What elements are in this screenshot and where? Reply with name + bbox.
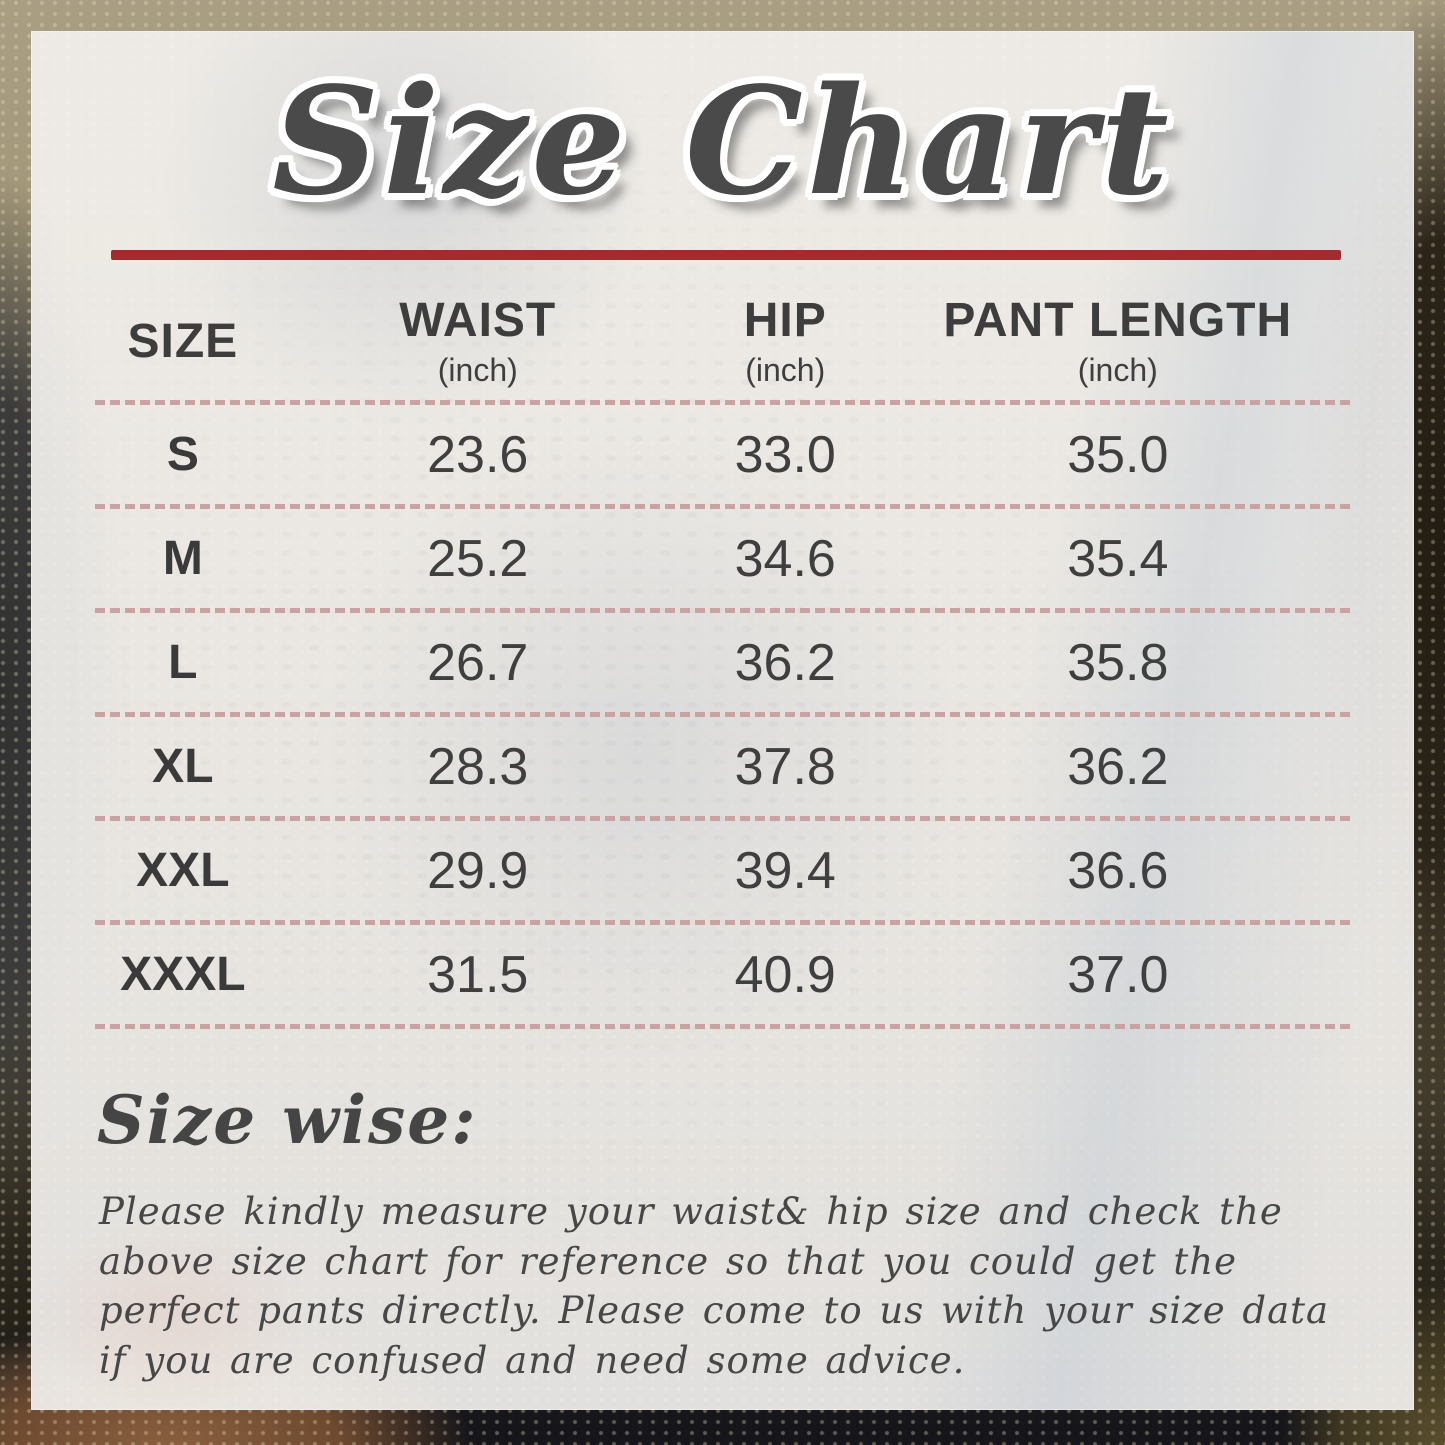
header-hip: HIP (inch) [743, 294, 827, 388]
table-header-row: SIZE WAIST (inch) HIP (inch) PANT LENGTH… [95, 282, 1350, 400]
size-wise-heading: Size wise: [97, 1081, 478, 1159]
size-wise-paragraph: Please kindly measure your waist& hip si… [99, 1190, 1330, 1382]
header-waist: WAIST (inch) [399, 294, 557, 388]
header-pant-length: PANT LENGTH (inch) [943, 294, 1293, 388]
page-title: Size Chart [272, 54, 1173, 228]
table-row: M 25.2 34.6 35.4 [95, 504, 1350, 608]
table-row: XXL 29.9 39.4 36.6 [95, 816, 1350, 920]
header-size: SIZE [127, 314, 239, 368]
table-row: XXXL 31.5 40.9 37.0 [95, 920, 1350, 1029]
size-table: SIZE WAIST (inch) HIP (inch) PANT LENGTH… [95, 282, 1350, 1029]
content-panel: Size Chart SIZE WAIST (inch) HIP (inch) [31, 31, 1414, 1410]
table-row: L 26.7 36.2 35.8 [95, 608, 1350, 712]
table-row: XL 28.3 37.8 36.2 [95, 712, 1350, 816]
table-row: S 23.6 33.0 35.0 [95, 400, 1350, 504]
content: Size Chart SIZE WAIST (inch) HIP (inch) [31, 31, 1414, 1410]
title-divider-line [111, 250, 1341, 260]
